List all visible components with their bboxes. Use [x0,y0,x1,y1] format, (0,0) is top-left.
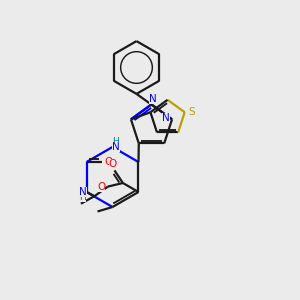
Text: H: H [80,193,86,202]
Text: S: S [188,107,195,117]
Text: H: H [112,137,119,146]
Text: N: N [162,113,170,123]
Text: N: N [79,187,87,197]
Text: N: N [149,94,157,104]
Text: O: O [97,182,105,192]
Text: N: N [112,142,120,152]
Text: O: O [109,159,117,169]
Text: O: O [104,157,112,167]
